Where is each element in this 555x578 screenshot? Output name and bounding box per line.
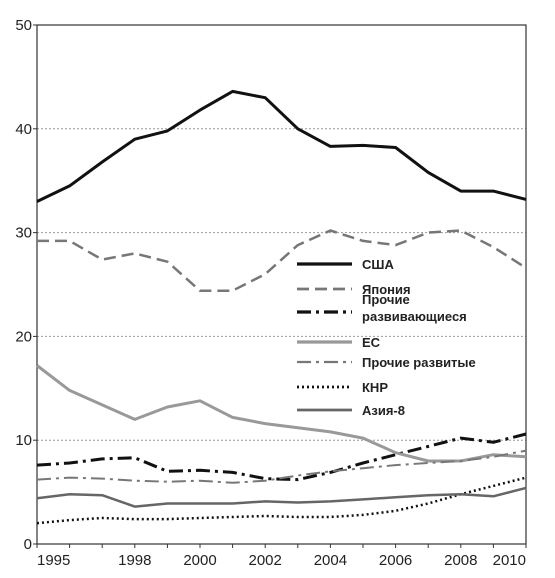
plot-area-frame [36, 24, 527, 545]
legend-label: Прочие [362, 292, 410, 307]
series-line-1 [37, 229, 527, 292]
series-line-2 [36, 432, 527, 482]
series-line-6 [36, 486, 527, 508]
legend-label: развивающиеся [362, 309, 467, 324]
x-tick-label: 2000 [183, 552, 216, 569]
y-tick-label: 10 [15, 432, 32, 449]
series-line-3 [36, 364, 527, 463]
x-tick-label: 2002 [249, 552, 282, 569]
series-lines [36, 89, 527, 525]
x-tick-label: 1995 [37, 552, 70, 569]
x-tick-label: 1998 [118, 552, 151, 569]
x-tick-label: 2008 [444, 552, 477, 569]
x-tick-label: 2006 [379, 552, 412, 569]
series-line-5 [36, 476, 527, 525]
legend-label: ЕС [362, 335, 381, 350]
y-tick-label: 30 [15, 225, 32, 242]
legend-label: Япония [362, 282, 411, 297]
y-axis-ticks: 0 10 20 30 40 50 [15, 17, 37, 553]
legend-label: КНР [362, 380, 388, 395]
series-line-4 [36, 449, 527, 484]
series-line-0 [36, 89, 527, 203]
x-tick-label: 2004 [314, 552, 347, 569]
y-tick-label: 20 [15, 328, 32, 345]
x-axis-ticks: 1995 1998 2000 2002 2004 2006 2008 2010 [36, 544, 527, 569]
y-tick-label: 0 [24, 536, 32, 553]
legend-label: Азия-8 [362, 403, 405, 418]
x-tick-label: 2010 [493, 552, 526, 569]
legend-label: Прочие развитые [362, 355, 476, 370]
grid-lines [37, 128, 526, 441]
y-tick-label: 50 [15, 17, 32, 34]
y-tick-label: 40 [15, 121, 32, 138]
legend-label: США [362, 257, 394, 272]
